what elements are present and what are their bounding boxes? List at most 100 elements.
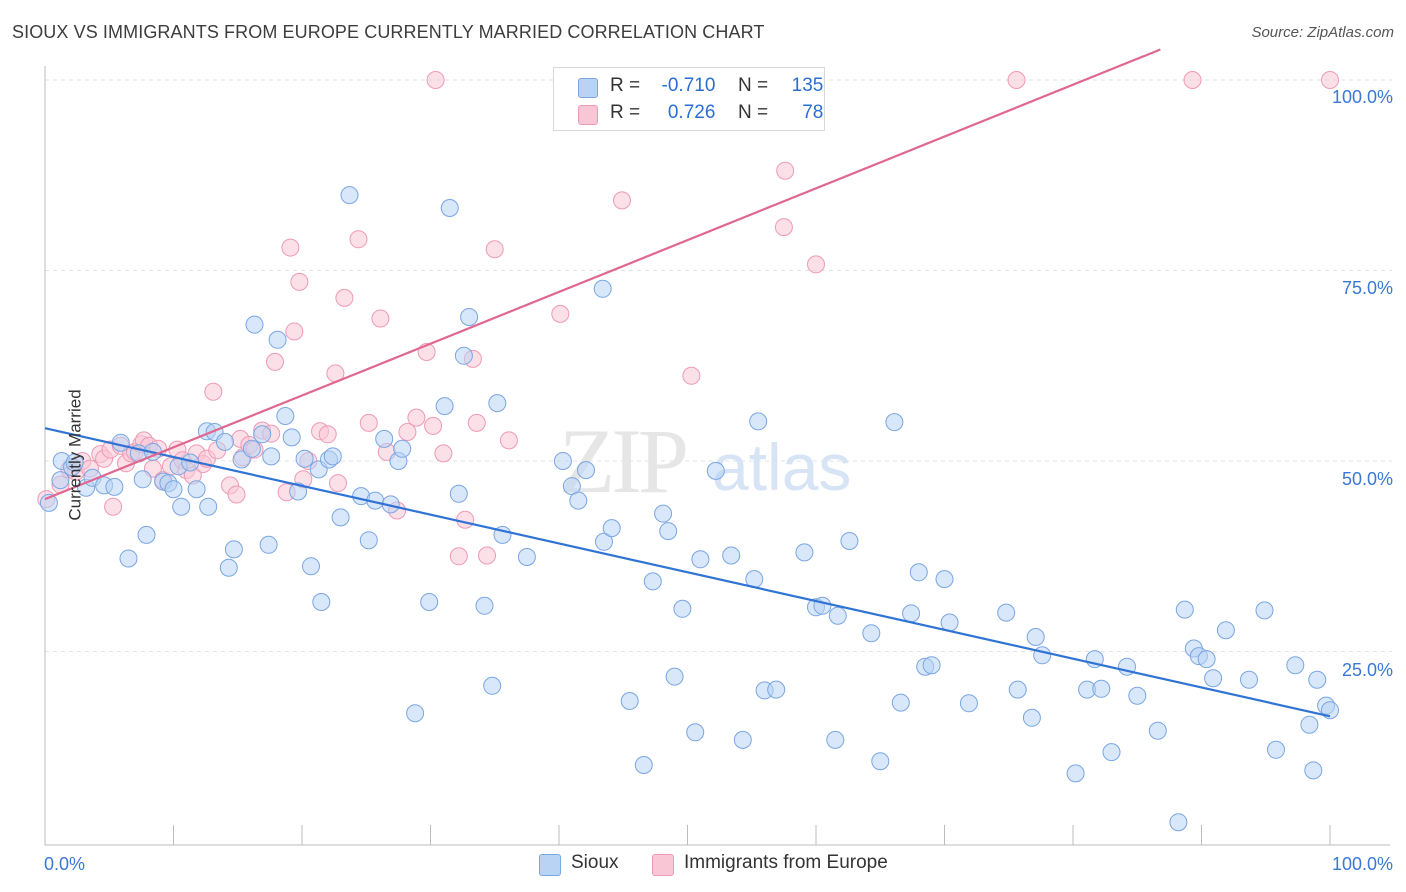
sioux-point xyxy=(359,531,378,550)
sioux-point xyxy=(51,471,70,490)
tick-labels: 25.0% 50.0% 75.0% 100.0% 0.0% 100.0% xyxy=(44,87,1393,874)
trend-lines xyxy=(44,48,1331,718)
europe-point xyxy=(682,366,701,385)
sioux-point xyxy=(1092,679,1111,698)
sioux-point xyxy=(840,532,859,550)
europe-point xyxy=(499,431,518,450)
europe-point xyxy=(434,444,453,463)
sioux-point xyxy=(1300,715,1319,734)
europe-point xyxy=(104,497,123,516)
sioux-point xyxy=(340,186,359,205)
sioux-point xyxy=(733,730,752,749)
sioux-point xyxy=(722,546,741,565)
sioux-point xyxy=(105,477,124,496)
sioux-point xyxy=(268,330,287,349)
sioux-point xyxy=(1216,621,1235,640)
sioux-trend-line xyxy=(44,427,1331,718)
sioux-point xyxy=(620,692,639,710)
sioux-point xyxy=(276,407,295,425)
europe-point xyxy=(456,510,475,529)
legend-sioux-text: R = -0.710 N = 135 xyxy=(610,75,823,97)
europe-point xyxy=(1321,71,1339,89)
sioux-point xyxy=(1026,628,1045,646)
sioux-point xyxy=(997,603,1016,622)
sioux-point xyxy=(767,680,786,699)
sioux-point xyxy=(1175,600,1194,619)
sioux-point xyxy=(420,593,439,611)
x-tick-label-max: 100.0% xyxy=(1332,854,1393,874)
europe-point xyxy=(359,413,378,432)
sioux-point xyxy=(871,752,890,771)
europe-point xyxy=(613,191,631,210)
sioux-point xyxy=(826,730,845,749)
sioux-point xyxy=(828,606,847,625)
sioux-point xyxy=(449,484,468,503)
source-credit: Source: ZipAtlas.com xyxy=(1251,24,1394,41)
sioux-point xyxy=(1008,680,1027,699)
sioux-point xyxy=(245,315,264,334)
n-label: N = xyxy=(737,75,769,96)
sioux-point xyxy=(593,279,612,298)
sioux-point xyxy=(199,497,218,516)
europe-point xyxy=(485,240,504,259)
sioux-point xyxy=(1240,670,1258,689)
europe-point xyxy=(551,304,570,323)
sioux-point xyxy=(1197,650,1216,669)
sioux-point xyxy=(224,540,243,559)
sioux-point xyxy=(475,596,494,615)
sioux-point xyxy=(569,491,588,510)
sioux-point xyxy=(65,453,84,472)
sioux-point xyxy=(164,480,183,499)
sioux-point xyxy=(375,429,394,448)
bottom-legend-europe-label: Immigrants from Europe xyxy=(684,852,888,873)
y-tick-label: 50.0% xyxy=(1342,469,1393,489)
europe-point xyxy=(478,546,496,565)
y-tick-label: 25.0% xyxy=(1342,660,1393,680)
sioux-point xyxy=(289,482,308,501)
sioux-point xyxy=(331,508,350,527)
sioux-point xyxy=(454,346,473,365)
sioux-point xyxy=(706,461,725,480)
x-tick-label-min: 0.0% xyxy=(44,854,85,874)
sioux-point xyxy=(517,548,536,566)
watermark: ZIP atlas xyxy=(559,410,851,512)
europe-point xyxy=(449,547,468,566)
sioux-point xyxy=(219,558,238,577)
sioux-point xyxy=(488,394,507,413)
sioux-point xyxy=(1204,669,1223,688)
y-tick-label: 100.0% xyxy=(1332,87,1393,107)
sioux-point xyxy=(577,461,595,480)
sioux-point xyxy=(1308,670,1327,689)
europe-point xyxy=(776,161,795,180)
r-label: R = xyxy=(610,102,641,123)
sioux-point xyxy=(813,596,832,615)
axes xyxy=(44,66,1390,846)
europe-points xyxy=(37,71,1339,566)
europe-point xyxy=(467,413,486,432)
r-label: R = xyxy=(610,75,641,96)
bottom-legend-sioux-label: Sioux xyxy=(571,852,619,873)
sioux-point xyxy=(323,447,342,466)
sioux-point xyxy=(634,756,653,774)
sioux-point xyxy=(440,199,459,217)
sioux-point xyxy=(643,572,662,591)
legend-europe-text: R = 0.726 N = 78 xyxy=(610,102,823,124)
sioux-point xyxy=(902,604,921,623)
europe-point xyxy=(281,238,300,257)
sioux-point xyxy=(909,563,928,582)
sioux-point xyxy=(795,543,814,562)
europe-point xyxy=(318,425,337,444)
sioux-point xyxy=(483,676,502,695)
europe-point xyxy=(774,218,793,237)
europe-point xyxy=(1183,71,1202,89)
sioux-point xyxy=(686,723,705,742)
r-value: -0.710 xyxy=(661,75,716,96)
sioux-point xyxy=(172,497,191,516)
sioux-point xyxy=(935,570,954,589)
sioux-point xyxy=(262,447,281,466)
sioux-points xyxy=(39,186,1339,832)
sioux-point xyxy=(1169,813,1188,832)
sioux-point xyxy=(959,694,978,713)
europe-point xyxy=(266,352,284,371)
sioux-point xyxy=(654,504,673,523)
